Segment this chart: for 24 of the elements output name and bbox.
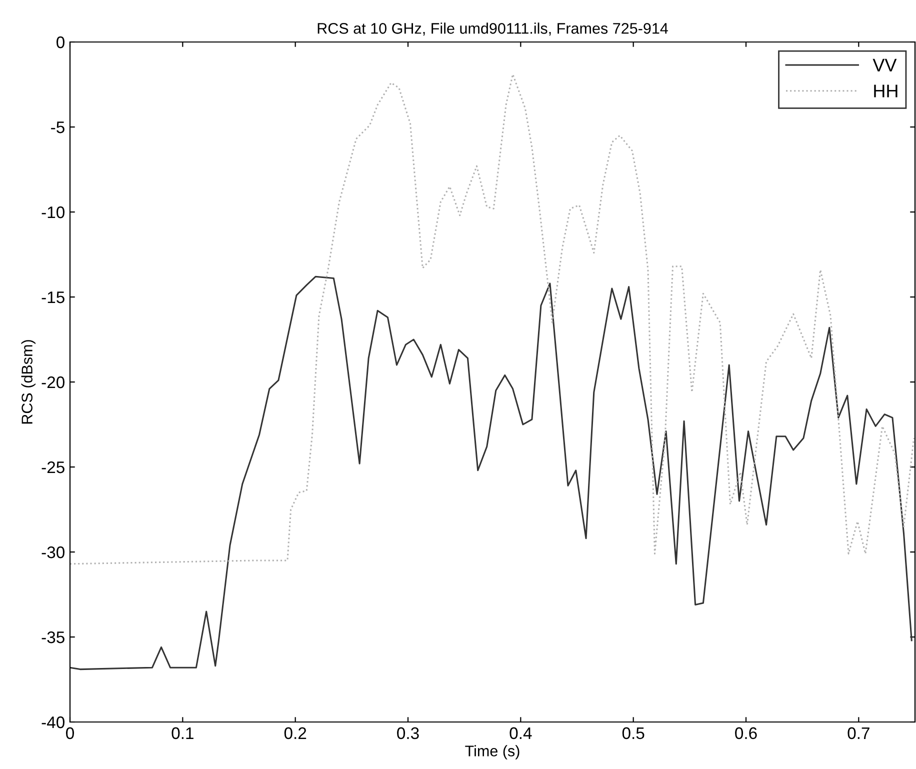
y-tick-label: -30	[42, 546, 64, 558]
y-tick-label: 0	[56, 36, 64, 48]
x-tick-label: 0.2	[284, 727, 306, 740]
line-series	[70, 74, 915, 565]
y-tick-label: -20	[42, 376, 64, 388]
x-axis-title: Time (s)	[465, 745, 520, 760]
y-tick-label: -10	[42, 206, 64, 218]
x-tick-label: 0.6	[735, 727, 757, 740]
y-tick-label: -15	[42, 292, 64, 304]
y-axis-title: RCS (dBsm)	[21, 340, 36, 424]
legend-label: VV	[872, 58, 897, 72]
legend-label: HH	[874, 84, 898, 98]
x-tick-label: 0.4	[510, 727, 532, 740]
x-tick-label: 0.1	[172, 727, 194, 740]
line-series	[70, 276, 912, 670]
x-tick-label: 0	[66, 727, 74, 740]
y-tick-label: -35	[42, 631, 64, 644]
x-tick-label: 0.3	[397, 727, 419, 740]
y-tick-label: -40	[42, 716, 64, 728]
chart-title: RCS at 10 GHz, File umd90111.ils, Frames 725-914	[318, 22, 668, 36]
y-tick-label: -25	[42, 461, 64, 474]
y-tick-label: -5	[51, 122, 64, 134]
x-tick-label: 0.7	[848, 727, 870, 740]
x-tick-label: 0.5	[622, 727, 644, 740]
